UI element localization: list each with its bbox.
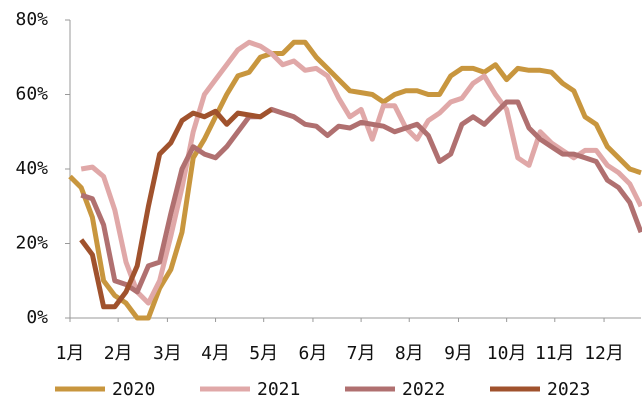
x-tick-label: 10月 (487, 343, 527, 364)
x-tick-label: 2月 (104, 343, 133, 364)
x-tick-label: 4月 (201, 343, 230, 364)
series-line (80, 99, 642, 295)
x-tick-label: 8月 (395, 343, 424, 364)
y-tick-label: 40% (15, 158, 48, 179)
legend-label: 2023 (547, 379, 590, 400)
y-tick-label: 60% (15, 84, 48, 105)
legend-label: 2020 (112, 379, 155, 400)
legend-label: 2022 (402, 379, 445, 400)
x-tick-label: 7月 (347, 343, 376, 364)
y-tick-label: 0% (26, 307, 48, 328)
x-tick-label: 12月 (584, 343, 624, 364)
series-line (79, 107, 273, 310)
x-tick-label: 3月 (153, 343, 182, 364)
x-tick-label: 5月 (249, 343, 278, 364)
legend-label: 2021 (257, 379, 300, 400)
x-tick-label: 11月 (535, 343, 575, 364)
y-tick-label: 80% (15, 9, 48, 30)
series-line (80, 39, 642, 306)
series-line (68, 39, 642, 321)
x-tick-label: 1月 (56, 343, 85, 364)
x-tick-label: 6月 (299, 343, 328, 364)
x-tick-label: 9月 (444, 343, 473, 364)
y-tick-label: 20% (15, 233, 48, 254)
